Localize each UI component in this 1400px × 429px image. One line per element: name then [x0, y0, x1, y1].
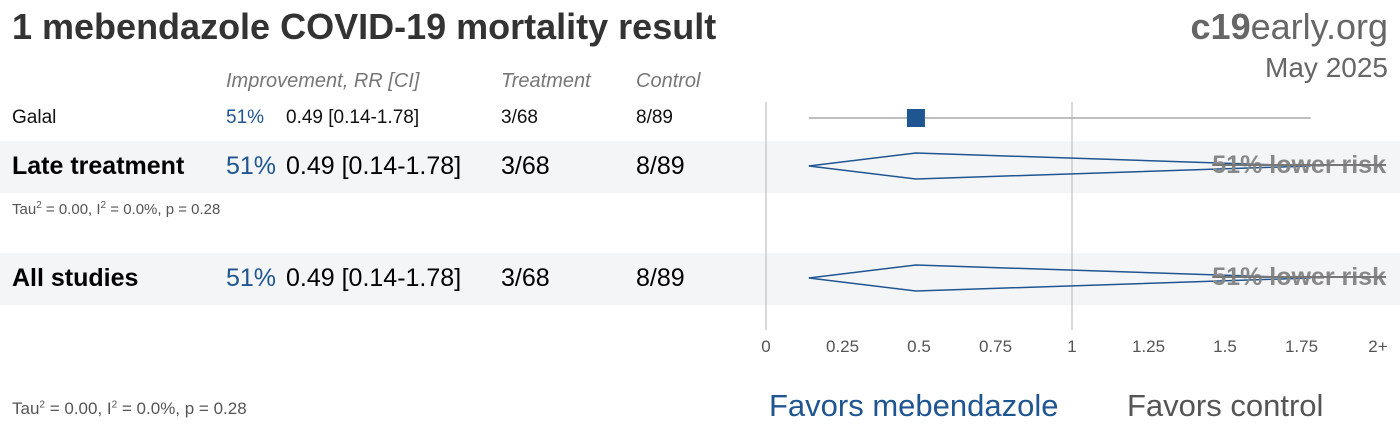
all-studies-improvement: 51% — [226, 264, 277, 292]
study-improvement: 51% — [226, 107, 265, 128]
late-treatment-risk-label: 51% lower risk — [1212, 151, 1386, 179]
header-control: Control — [636, 70, 701, 92]
late-treatment-rr-ci: 0.49 [0.14-1.78] — [286, 152, 462, 180]
late-treatment-stats: Tau2 = 0.00, I2 = 0.0%, p = 0.28 — [12, 200, 221, 218]
late-treatment-control: 8/89 — [636, 152, 685, 180]
all-studies-band — [0, 253, 1400, 305]
late-treatment-name: Late treatment — [12, 152, 185, 180]
pooled-diamond — [808, 152, 1311, 180]
brand-rest: early.org — [1250, 6, 1388, 47]
footer-stats: Tau2 = 0.00, I2 = 0.0%, p = 0.28 — [12, 399, 247, 418]
all-studies-name: All studies — [12, 264, 139, 292]
date-label: May 2025 — [1265, 52, 1388, 83]
study-control: 8/89 — [636, 107, 673, 128]
x-tick-label: 1.75 — [1284, 337, 1319, 356]
all-studies-rr-ci: 0.49 [0.14-1.78] — [286, 264, 462, 292]
all-studies-control: 8/89 — [636, 264, 685, 292]
x-tick-label: 0.25 — [825, 337, 860, 356]
brand-bold: c19 — [1190, 6, 1251, 47]
x-tick-label: 2+ — [1368, 337, 1388, 356]
x-tick-label: 1 — [1067, 337, 1077, 356]
late-treatment-band — [0, 141, 1400, 193]
brand-logo: c19early.org — [1191, 6, 1388, 48]
late-treatment-improvement: 51% — [226, 152, 277, 180]
favors-control-label: Favors control — [1127, 388, 1324, 423]
x-tick-label: 0.5 — [907, 337, 931, 356]
x-tick-label: 0 — [761, 337, 771, 356]
study-point-marker — [906, 109, 925, 127]
page-title: 1 mebendazole COVID-19 mortality result — [12, 6, 717, 47]
study-rr-ci: 0.49 [0.14-1.78] — [286, 107, 420, 128]
all-studies-risk-label: 51% lower risk — [1212, 263, 1386, 291]
pooled-diamond — [808, 264, 1311, 292]
all-studies-treatment: 3/68 — [501, 264, 550, 292]
favors-treatment-label: Favors mebendazole — [769, 388, 1059, 423]
header-improvement: Improvement, RR [CI] — [226, 70, 420, 92]
study-name: Galal — [12, 107, 57, 128]
late-treatment-treatment: 3/68 — [501, 152, 550, 180]
x-tick-label: 1.25 — [1131, 337, 1166, 356]
x-tick-label: 0.75 — [978, 337, 1013, 356]
x-tick-label: 1.5 — [1213, 337, 1237, 356]
study-treatment: 3/68 — [501, 107, 538, 128]
header-treatment: Treatment — [501, 70, 591, 92]
